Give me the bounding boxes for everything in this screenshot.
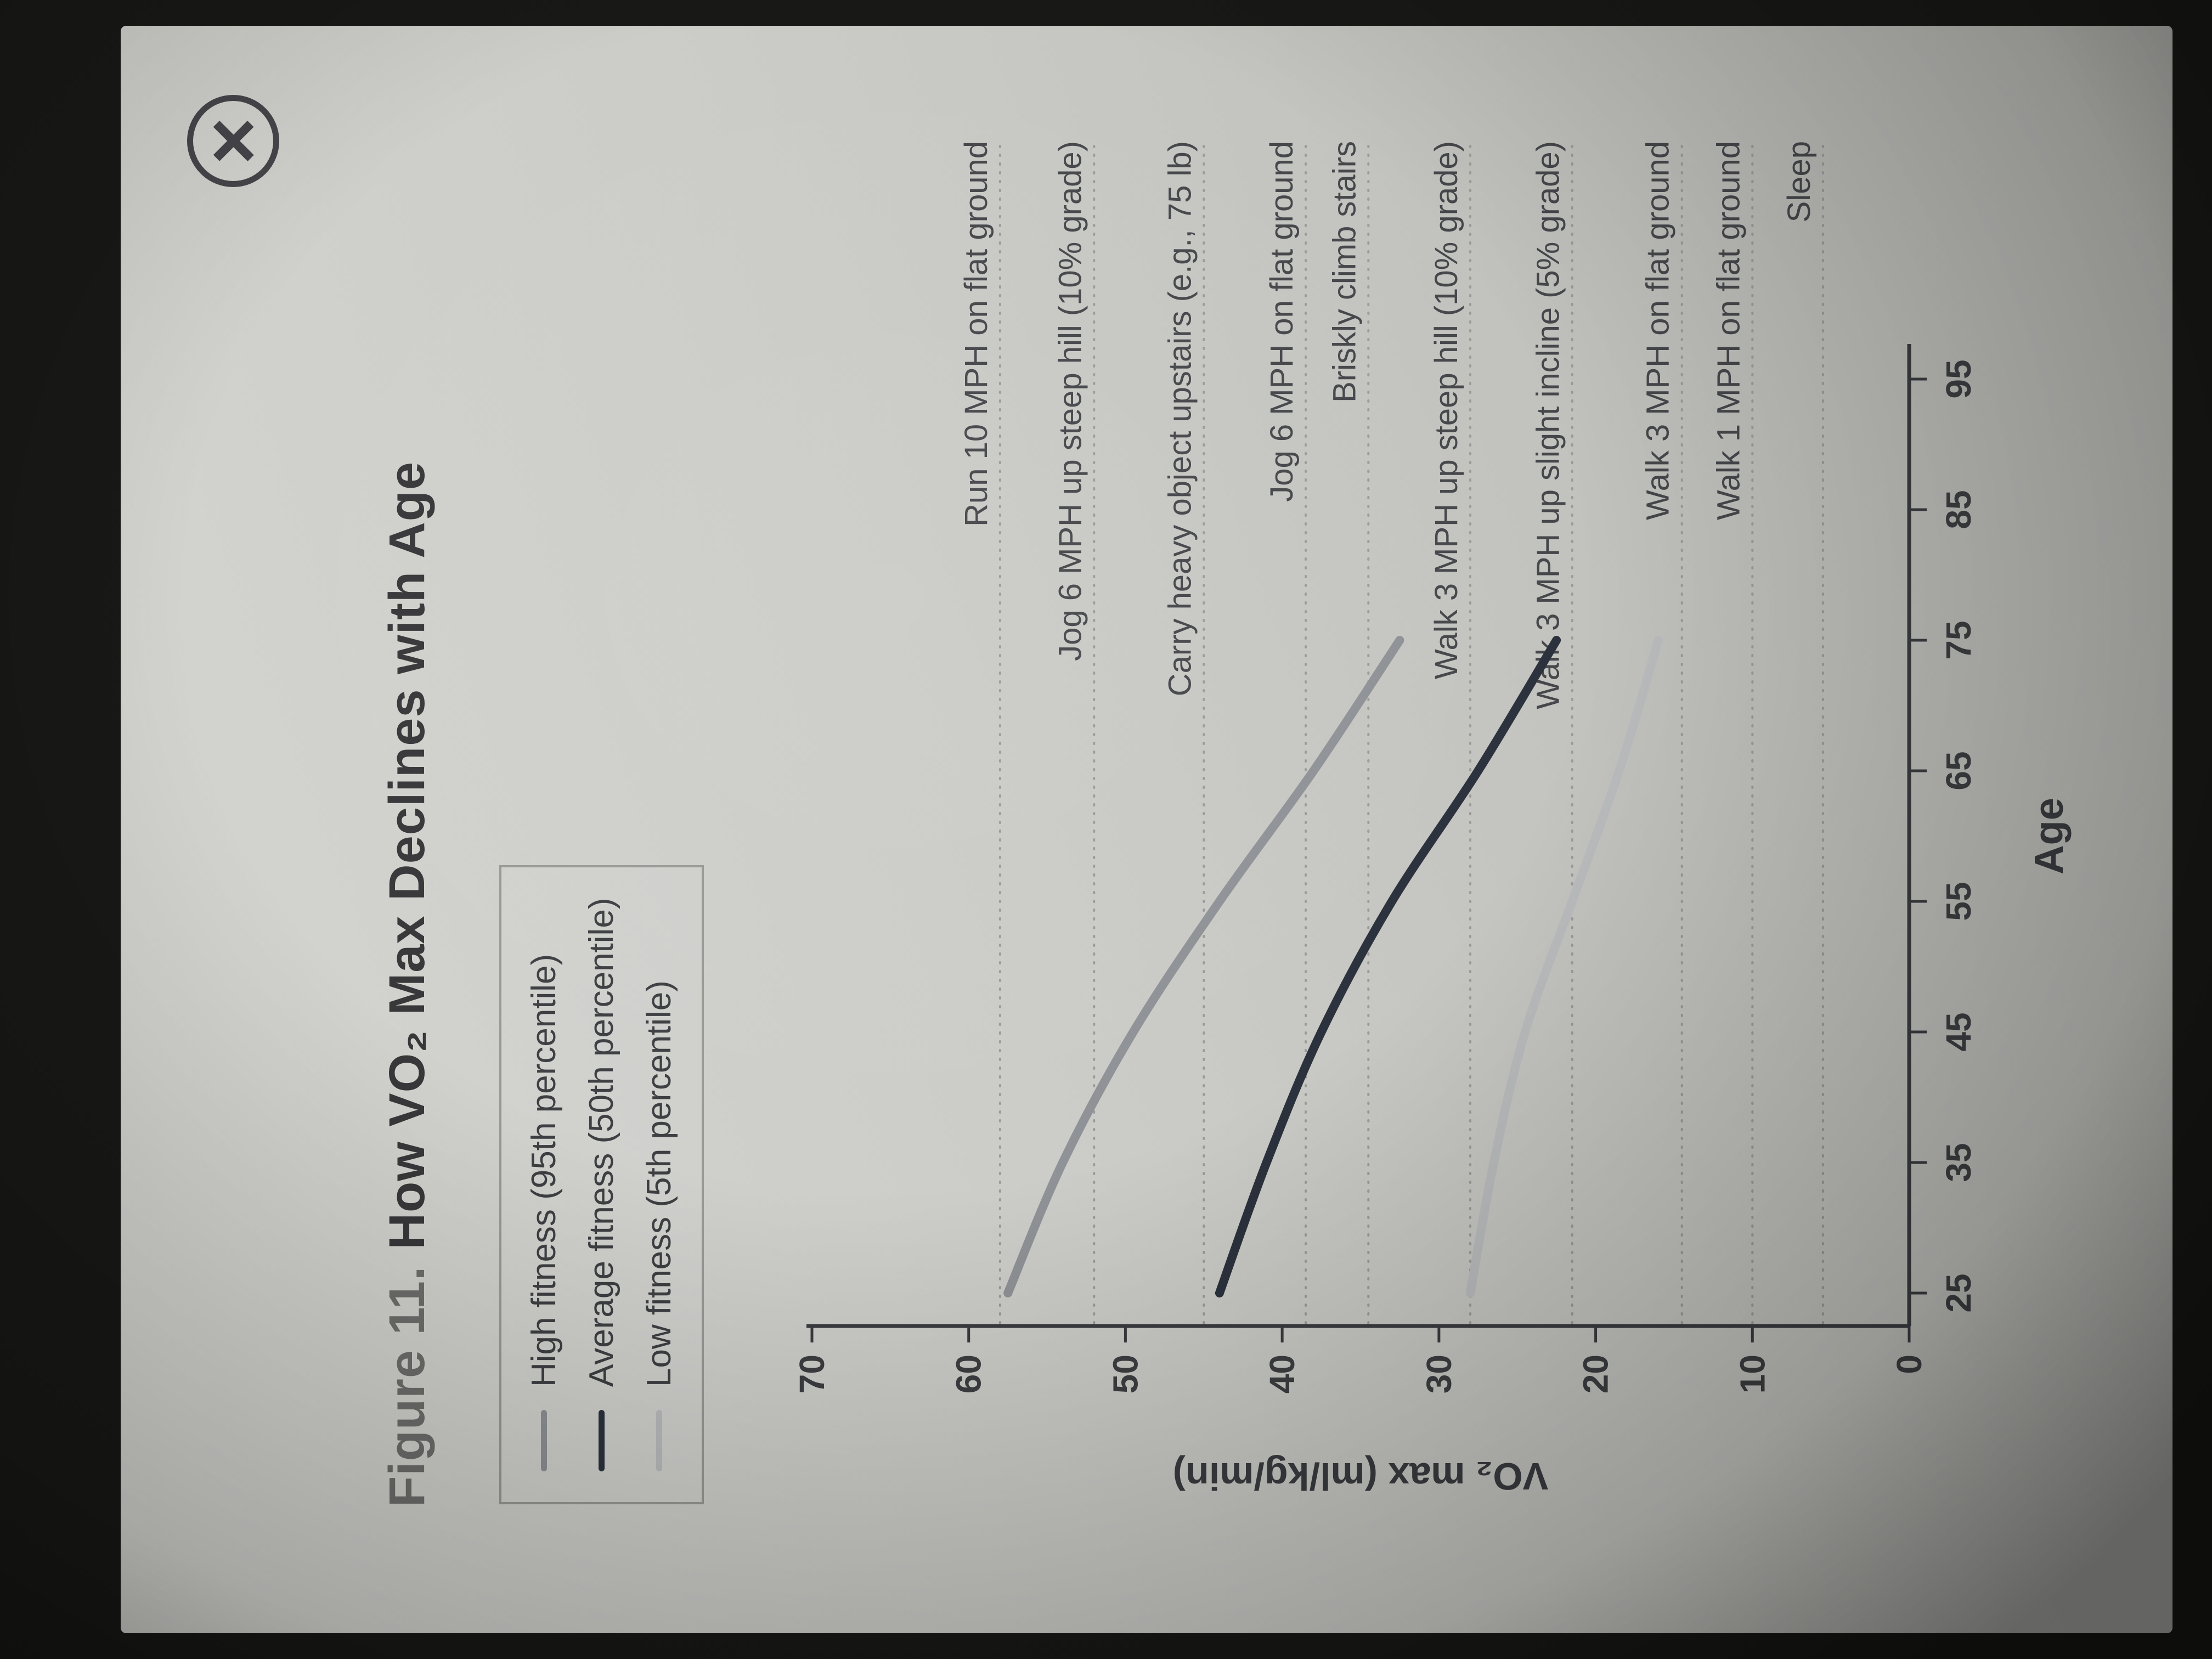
series-curve-0 bbox=[1003, 636, 1404, 1297]
reference-line-label: Walk 3 MPH up steep hill (10% grade) bbox=[1429, 141, 1464, 679]
y-tick-label: 70 bbox=[792, 1355, 832, 1393]
series-curve-2 bbox=[1466, 636, 1663, 1297]
y-tick-label: 20 bbox=[1576, 1355, 1616, 1393]
legend-item-high-fitness: High fitness (95th percentile) bbox=[524, 898, 563, 1471]
x-axis-title: Age bbox=[2026, 798, 2072, 874]
legend-label: High fitness (95th percentile) bbox=[525, 953, 563, 1387]
reference-line-label: Jog 6 MPH on flat ground bbox=[1264, 141, 1300, 502]
legend-item-low-fitness: Low fitness (5th percentile) bbox=[640, 898, 679, 1471]
x-tick-label: 85 bbox=[1939, 490, 1978, 529]
vo2-chart: Run 10 MPH on flat ground Jog 6 MPH up st… bbox=[792, 140, 2072, 1498]
y-tick-label: 60 bbox=[949, 1355, 989, 1393]
x-tick-label: 55 bbox=[1939, 882, 1978, 921]
page-wrap: × Figure 11. How VO₂ Max Declines with Ag… bbox=[121, 26, 2172, 1633]
figure-page: × Figure 11. How VO₂ Max Declines with Ag… bbox=[121, 26, 2172, 1633]
reference-line-label: Walk 3 MPH up slight incline (5% grade) bbox=[1531, 141, 1566, 709]
x-tick-label: 25 bbox=[1939, 1273, 1978, 1312]
close-button[interactable]: × bbox=[187, 95, 279, 187]
reference-line-label: Run 10 MPH on flat ground bbox=[958, 141, 994, 527]
y-tick-label: 40 bbox=[1262, 1355, 1302, 1393]
legend-label: Average fitness (50th percentile) bbox=[583, 898, 620, 1387]
legend-swatch-average-fitness bbox=[599, 1410, 605, 1471]
reference-line-label: Briskly climb stairs bbox=[1327, 141, 1362, 403]
reference-line-label: Carry heavy object upstairs (e.g., 75 lb… bbox=[1162, 141, 1198, 696]
figure-number: Figure 11. bbox=[379, 1266, 435, 1508]
legend-label: Low fitness (5th percentile) bbox=[640, 980, 678, 1387]
close-icon: × bbox=[188, 117, 278, 165]
reference-line-label: Walk 1 MPH on flat ground bbox=[1711, 141, 1746, 520]
chart-legend: High fitness (95th percentile) Average f… bbox=[499, 865, 704, 1504]
y-axis-title: VO₂ max (ml/kg/min) bbox=[1173, 1455, 1549, 1498]
x-tick-label: 35 bbox=[1939, 1143, 1978, 1182]
y-tick-label: 30 bbox=[1419, 1355, 1459, 1393]
x-tick-label: 45 bbox=[1939, 1012, 1978, 1051]
x-tick-label: 95 bbox=[1939, 359, 1978, 398]
legend-item-average-fitness: Average fitness (50th percentile) bbox=[582, 898, 621, 1471]
x-tick-label: 75 bbox=[1939, 620, 1978, 659]
reference-line-label: Sleep bbox=[1781, 141, 1817, 222]
reference-line-label: Jog 6 MPH up steep hill (10% grade) bbox=[1052, 141, 1088, 661]
y-tick-label: 50 bbox=[1105, 1355, 1145, 1393]
figure-title: Figure 11. How VO₂ Max Declines with Age bbox=[379, 461, 436, 1507]
reference-line-label: Walk 3 MPH on flat ground bbox=[1640, 141, 1676, 520]
legend-swatch-high-fitness bbox=[541, 1410, 547, 1471]
page-title: How VO₂ Max Declines with Age bbox=[379, 461, 435, 1250]
x-tick-label: 65 bbox=[1939, 751, 1978, 790]
y-tick-label: 0 bbox=[1889, 1355, 1929, 1374]
y-tick-label: 10 bbox=[1733, 1355, 1772, 1393]
chart-area: Run 10 MPH on flat ground Jog 6 MPH up st… bbox=[746, 53, 2151, 1600]
series-curve-1 bbox=[1215, 636, 1561, 1297]
legend-swatch-low-fitness bbox=[656, 1410, 662, 1471]
